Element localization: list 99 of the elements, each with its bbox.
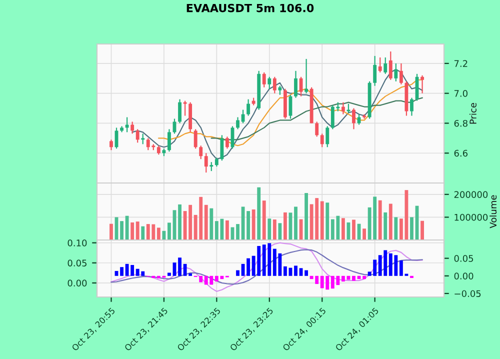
y-tick-label: 0.10: [68, 240, 87, 246]
candlestick: [326, 126, 330, 148]
candlestick: [420, 74, 424, 94]
candlestick: [204, 152, 208, 174]
y-tick-label: 200000: [454, 191, 488, 198]
candlestick: [246, 98, 250, 116]
candlestick: [399, 62, 403, 85]
bar: [168, 272, 171, 276]
bar: [294, 266, 298, 276]
bar: [304, 270, 308, 276]
bar: [204, 204, 208, 240]
bar: [236, 270, 240, 276]
bar: [110, 224, 113, 240]
y-axis-title: Price: [469, 102, 476, 124]
bar: [420, 220, 424, 240]
bar: [278, 223, 282, 240]
bar: [283, 266, 287, 276]
candlestick: [352, 108, 356, 130]
bar: [136, 222, 140, 240]
bar: [304, 193, 308, 240]
bar: [399, 218, 403, 240]
candlestick: [320, 133, 324, 148]
bar: [246, 211, 250, 240]
candlestick: [410, 97, 414, 116]
bar: [120, 267, 124, 276]
bar: [299, 268, 303, 276]
candlestick: [394, 62, 398, 82]
y-tick-label: 7.0: [454, 90, 468, 97]
bar: [141, 226, 145, 240]
candlestick: [236, 116, 240, 130]
bar: [394, 217, 398, 240]
candlestick: [304, 58, 308, 94]
bar: [257, 187, 261, 240]
chart-title: EVAAUSDT 5m 106.0: [186, 4, 314, 12]
candlestick: [315, 121, 319, 138]
candlestick: [262, 72, 266, 88]
bar: [378, 200, 382, 240]
bar: [178, 258, 182, 276]
bar: [246, 258, 250, 276]
y-tick-label: 7.2: [454, 60, 468, 67]
candlestick: [268, 76, 272, 90]
candlestick: [220, 134, 224, 162]
bar: [346, 276, 350, 280]
y-tick-label: 0.00: [68, 280, 87, 287]
bar: [268, 218, 272, 240]
bar: [226, 220, 229, 240]
candlestick: [194, 128, 198, 150]
bar: [210, 208, 214, 240]
bar: [252, 209, 256, 240]
bar: [388, 204, 392, 240]
bar: [178, 204, 182, 240]
line-series: [110, 242, 423, 292]
y-tick-label: 6.8: [454, 120, 468, 127]
bar: [399, 260, 403, 276]
bar: [156, 228, 160, 240]
candlestick: [341, 102, 345, 115]
candlestick: [378, 56, 382, 73]
bar: [384, 212, 388, 240]
bar: [272, 219, 276, 240]
y2-tick-label: −0.05: [454, 290, 481, 298]
y-tick-label: 100000: [454, 214, 488, 221]
candlestick: [136, 128, 140, 144]
y-tick-label: 0.05: [68, 260, 86, 266]
bar: [294, 206, 298, 240]
candlestick: [362, 114, 366, 120]
bar: [352, 276, 356, 281]
candlestick: [199, 145, 203, 160]
bar: [120, 221, 124, 240]
candlestick: [294, 70, 298, 98]
bar: [410, 217, 414, 240]
candlestick: [125, 116, 129, 133]
bar: [283, 212, 287, 240]
candlestick: [168, 128, 171, 152]
bar: [168, 222, 171, 240]
bar: [362, 228, 366, 240]
bar: [262, 200, 266, 240]
candlestick: [272, 76, 276, 94]
candlestick: [388, 50, 392, 80]
bar: [362, 276, 366, 280]
y-axis-title: Volume: [490, 195, 497, 228]
candlestick: [110, 139, 113, 151]
bar: [352, 220, 356, 240]
candlestick: [183, 100, 187, 116]
bar: [341, 276, 345, 282]
candlestick: [384, 56, 388, 74]
candlestick: [373, 55, 377, 86]
candlestick: [130, 121, 134, 134]
bar: [320, 201, 324, 240]
bar: [326, 202, 330, 240]
bar: [125, 216, 129, 240]
bar: [162, 230, 166, 240]
line-series: [110, 249, 423, 285]
bar: [236, 224, 240, 240]
bar: [130, 222, 134, 240]
y-tick-label: 6.6: [454, 150, 468, 157]
candlestick: [141, 133, 145, 145]
bar: [341, 218, 345, 240]
candlestick: [178, 98, 182, 124]
candlestick: [226, 136, 229, 150]
